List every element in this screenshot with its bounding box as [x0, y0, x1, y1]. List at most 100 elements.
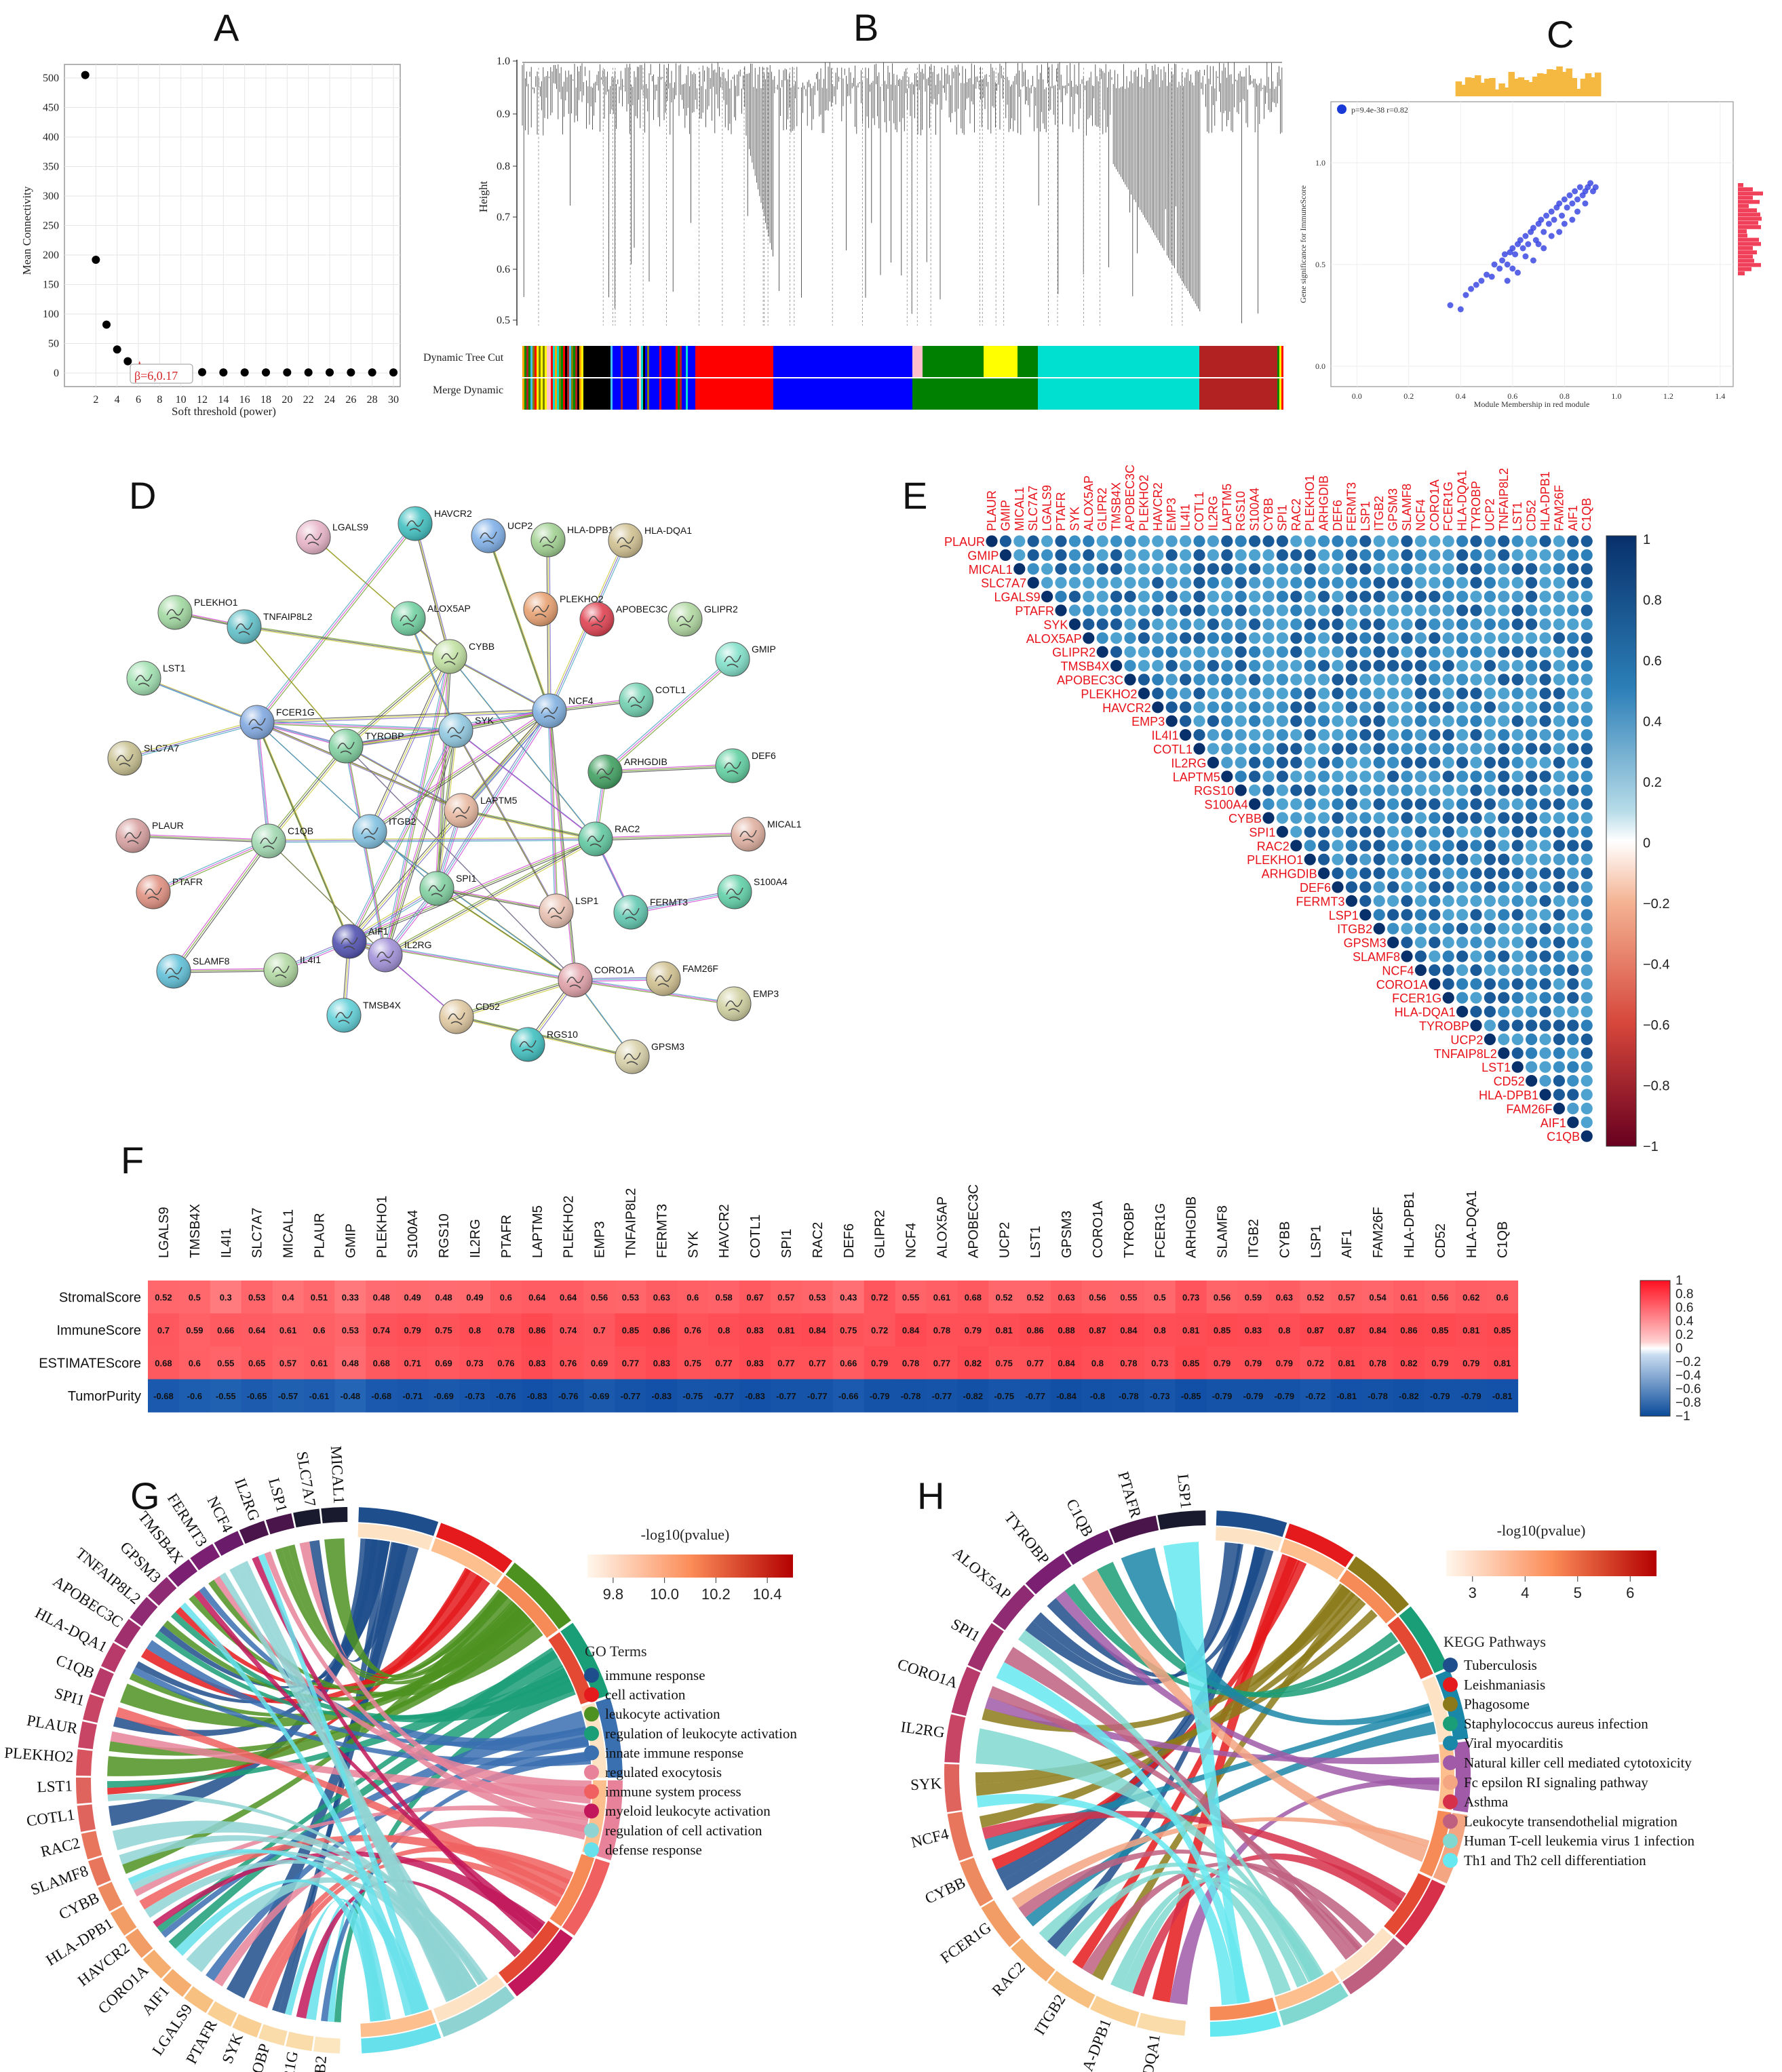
- e-dot: [1221, 715, 1233, 727]
- chord-term-arc: [1399, 1606, 1448, 1673]
- chord-ribbon: [299, 1541, 590, 1819]
- legend-label: cell activation: [605, 1687, 686, 1703]
- e-dot: [1359, 660, 1372, 672]
- e-dot: [1359, 673, 1372, 686]
- e-dot: [1249, 673, 1261, 686]
- e-dot: [1373, 825, 1385, 838]
- e-dot: [1539, 604, 1551, 617]
- e-dot: [1373, 895, 1385, 907]
- b-dynamic-cell: [649, 346, 651, 377]
- e-dot: [1318, 549, 1330, 562]
- e-dot: [1235, 576, 1247, 589]
- f-cell: [1020, 1313, 1051, 1347]
- e-dot: [1539, 729, 1551, 741]
- c-xtick: 0.8: [1560, 391, 1570, 401]
- a-point: [240, 368, 249, 377]
- f-cell: [1112, 1346, 1145, 1380]
- b-merge-cell: [573, 378, 575, 410]
- e-dot: [1387, 618, 1399, 631]
- e-dot: [1484, 535, 1496, 547]
- e-dot: [1165, 576, 1178, 589]
- f-cell: [646, 1281, 678, 1314]
- f-cell-value: 0.8: [1278, 1325, 1290, 1335]
- e-dot: [1262, 632, 1275, 644]
- e-row-label: MICAL1: [969, 563, 1013, 576]
- e-dot: [1262, 784, 1275, 796]
- e-dot: [1581, 992, 1593, 1004]
- e-dot: [1138, 673, 1150, 686]
- e-dot: [1345, 784, 1357, 796]
- chord-term-pvalue-arc: [1216, 1527, 1282, 1552]
- e-dot: [1027, 576, 1039, 589]
- e-dot: [1526, 825, 1538, 838]
- f-col-label: HAVCR2: [717, 1204, 732, 1258]
- e-dot: [1110, 549, 1123, 562]
- chord-term-pvalue-arc: [1334, 1928, 1393, 1981]
- e-dot: [1539, 1006, 1551, 1018]
- e-dot: [1401, 563, 1413, 575]
- f-cell-value: 0.75: [996, 1358, 1013, 1368]
- e-row-label: ALOX5AP: [1026, 632, 1082, 646]
- e-dot: [1401, 825, 1413, 838]
- e-dot: [1152, 549, 1164, 562]
- f-cell-value: -0.77: [714, 1391, 734, 1401]
- e-dot: [1345, 576, 1357, 589]
- chord-ribbon: [1004, 1647, 1355, 1960]
- chord-term-arc: [1285, 1523, 1354, 1567]
- chord-ribbon: [982, 1811, 1406, 1906]
- e-dot: [1096, 576, 1108, 589]
- d-node-structure: [676, 614, 694, 628]
- e-dot: [1290, 660, 1302, 672]
- e-dot: [1581, 618, 1593, 631]
- f-cell: [148, 1346, 180, 1380]
- e-dot: [1553, 632, 1565, 644]
- e-dot: [1401, 840, 1413, 852]
- e-dot: [1221, 770, 1233, 783]
- d-node-label: MICAL1: [767, 819, 802, 829]
- f-cell-value: -0.81: [1492, 1391, 1513, 1401]
- b-dynamic-cell: [686, 346, 688, 377]
- e-dot: [1345, 563, 1357, 575]
- e-dot: [1304, 825, 1316, 838]
- e-dot: [1581, 867, 1593, 880]
- e-cbar-tick: −0.2: [1643, 897, 1669, 912]
- f-cell: [1331, 1313, 1363, 1347]
- e-dot: [1359, 909, 1372, 921]
- c-ytick: 0.5: [1315, 260, 1325, 269]
- d-edge: [603, 657, 732, 771]
- e-dot: [1526, 1033, 1538, 1045]
- b-dynamic-cell: [579, 346, 581, 377]
- f-cell: [615, 1281, 646, 1314]
- f-cbar-tick: 0.4: [1676, 1314, 1694, 1329]
- e-cbar-tick: 0.8: [1643, 593, 1662, 608]
- e-dot: [1414, 715, 1427, 727]
- d-edge: [370, 711, 551, 834]
- d-edge: [449, 656, 550, 711]
- e-dot: [1539, 1019, 1551, 1032]
- f-col-label: LSP1: [1309, 1225, 1323, 1258]
- f-col-label: PLEKHO1: [374, 1196, 389, 1258]
- b-dynamic-cell: [559, 346, 561, 377]
- e-dot: [1553, 1075, 1565, 1087]
- f-cell-value: 0.57: [1338, 1292, 1355, 1302]
- b-merge-cell: [524, 378, 526, 410]
- f-cbar-tick: −0.4: [1676, 1369, 1701, 1383]
- b-merge-cell: [672, 378, 674, 410]
- chord-term-arc: [596, 1780, 623, 1860]
- c-point: [1561, 220, 1568, 227]
- f-cell: [957, 1313, 989, 1347]
- e-dot: [1304, 632, 1316, 644]
- chord-term-pvalue-arc: [1339, 1569, 1397, 1624]
- e-dot: [1429, 978, 1441, 990]
- d-node-label: UCP2: [507, 520, 533, 531]
- f-cell: [1486, 1346, 1519, 1380]
- legend-swatch: [584, 1803, 599, 1819]
- panel-a-grid: [64, 64, 400, 387]
- e-dot: [1262, 549, 1275, 562]
- e-dot: [1526, 1019, 1538, 1032]
- chord-ribbon: [226, 1544, 419, 1999]
- e-col-label: COTL1: [1193, 492, 1206, 531]
- e-dot: [1276, 825, 1288, 838]
- chord-gene-label: PLEKHO2: [4, 1744, 75, 1766]
